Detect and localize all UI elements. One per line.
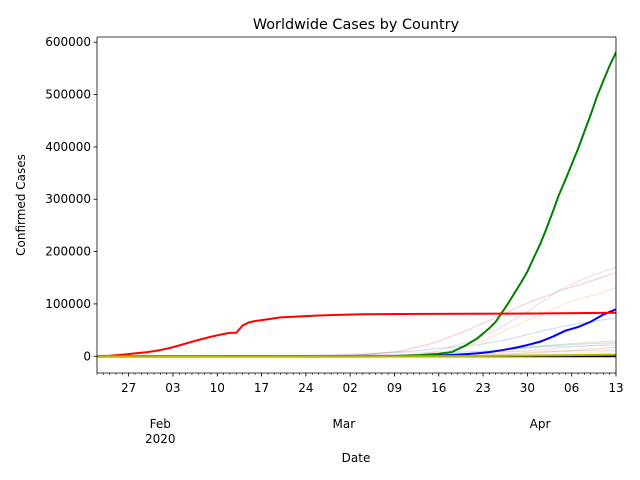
x-tick-label: 09 (387, 381, 402, 395)
series-line-16 (97, 51, 616, 358)
x-tick-label: 06 (564, 381, 579, 395)
x-tick-label: 30 (520, 381, 535, 395)
x-tick-label: 27 (121, 381, 136, 395)
x-tick-label: 13 (608, 381, 623, 395)
y-tick-label: 100000 (45, 297, 91, 311)
x-tick-label: 03 (165, 381, 180, 395)
y-tick-label: 400000 (45, 140, 91, 154)
x-tick-label: 17 (254, 381, 269, 395)
series-layer (97, 51, 616, 358)
axes-frame (96, 36, 617, 374)
series-line-19 (97, 353, 616, 358)
y-tick-label: 500000 (45, 88, 91, 102)
x-year-label: 2020 (145, 432, 176, 446)
x-axis-label: Date (342, 451, 371, 465)
series-line-17 (97, 311, 616, 357)
x-tick-label: 16 (431, 381, 446, 395)
x-month-label: Feb (150, 417, 171, 431)
y-axis: 0 100000 200000 300000 400000 500000 600000 (45, 35, 97, 363)
x-month-label: Apr (530, 417, 551, 431)
x-tick-label: 02 (343, 381, 358, 395)
y-tick-label: 0 (83, 349, 91, 363)
x-tick-label: 10 (210, 381, 225, 395)
x-month-label: Mar (333, 417, 356, 431)
y-tick-label: 200000 (45, 245, 91, 259)
y-tick-label: 600000 (45, 35, 91, 49)
y-tick-label: 300000 (45, 192, 91, 206)
x-tick-label: 24 (298, 381, 313, 395)
chart-title: Worldwide Cases by Country (253, 17, 460, 33)
y-axis-label: Confirmed Cases (14, 154, 28, 256)
series-line-15 (97, 308, 616, 358)
x-tick-label: 23 (475, 381, 490, 395)
